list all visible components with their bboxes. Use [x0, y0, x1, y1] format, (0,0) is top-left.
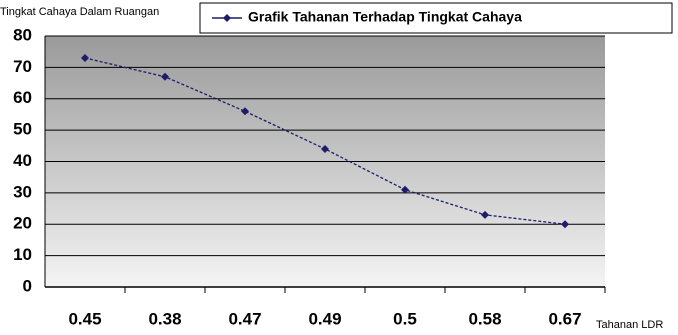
x-tick-label: 0.47	[228, 309, 261, 328]
legend-label: Grafik Tahanan Terhadap Tingkat Cahaya	[248, 9, 522, 25]
y-tick-label: 20	[13, 214, 32, 233]
x-tick-label: 0.58	[468, 309, 501, 328]
y-axis-label: Tingkat Cahaya Dalam Ruangan	[0, 6, 159, 18]
x-tick-label: 0.38	[148, 309, 181, 328]
point	[81, 53, 89, 62]
y-tick-label: 10	[13, 245, 32, 264]
point	[401, 185, 409, 194]
legend-marker	[223, 14, 231, 22]
y-tick-label: 50	[13, 120, 32, 139]
y-tick-label: 80	[13, 25, 32, 44]
y-tick-label: 60	[13, 88, 32, 107]
point	[241, 107, 249, 116]
y-tick-label: 30	[13, 182, 32, 201]
x-tick-label: 0.45	[68, 309, 101, 328]
x-tick-label: 0.5	[393, 309, 417, 328]
legend-box	[199, 2, 673, 34]
y-tick-label: 70	[13, 57, 32, 76]
y-tick-label: 40	[13, 151, 32, 170]
x-axis-label: Tahanan LDR	[596, 319, 663, 331]
point	[161, 72, 169, 81]
point	[321, 144, 329, 153]
y-tick-label: 0	[23, 276, 32, 295]
x-tick-label: 0.49	[308, 309, 341, 328]
legend: Grafik Tahanan Terhadap Tingkat Cahaya	[199, 2, 673, 34]
x-tick-label: 0.67	[548, 309, 581, 328]
point	[481, 210, 489, 219]
point	[561, 220, 569, 229]
